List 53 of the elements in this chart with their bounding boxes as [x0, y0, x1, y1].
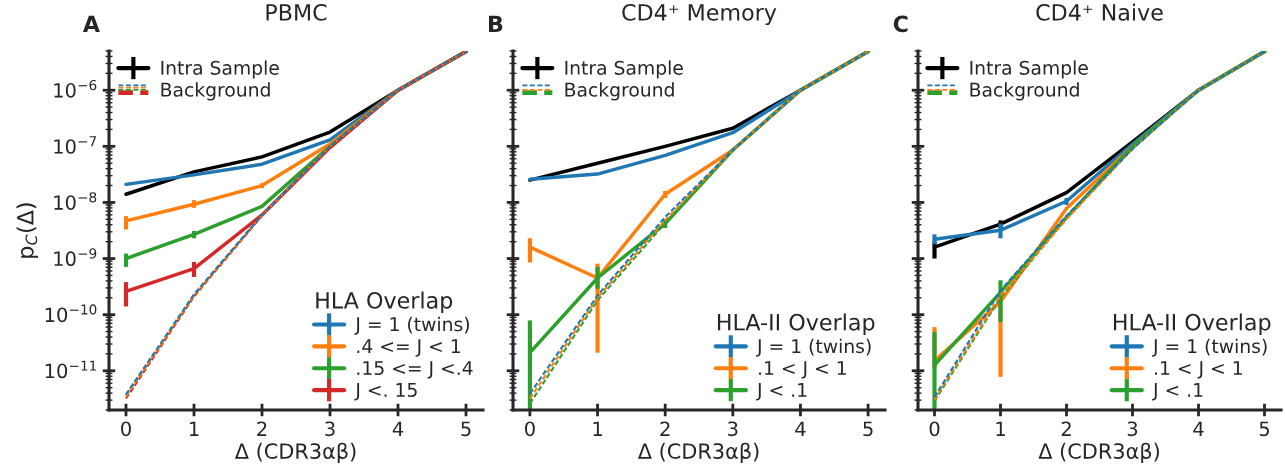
x-tick-label: 2	[660, 421, 670, 436]
y-tick-label: 10$^{−9}$	[54, 248, 97, 267]
x-tick-label: 3	[1127, 421, 1138, 437]
y-tick-label: 10$^{−7}$	[54, 136, 97, 154]
legend-label: Intra Sample	[970, 60, 1088, 79]
legend-label: .1 < J < 1	[759, 361, 846, 379]
x-tick-label: 0	[121, 421, 131, 437]
legend-title: HLA-II Overlap	[717, 313, 875, 335]
y-tick-label: 10$^{−6}$	[54, 79, 97, 98]
legend-label: Background	[161, 82, 270, 101]
x-tick-label: 1	[189, 421, 199, 436]
legend-label: J = 1 (twins)	[1152, 338, 1267, 357]
x-tick-label: 2	[1061, 421, 1071, 436]
legend-label: J = 1 (twins)	[756, 338, 871, 357]
x-tick-label: 1	[593, 421, 602, 436]
y-tick-label: 10$^{−11}$	[45, 360, 97, 379]
legend-label: Intra Sample	[161, 60, 279, 79]
x-tick-label: 4	[392, 421, 404, 436]
x-axis-title: Δ (CDR3αβ)	[1038, 442, 1159, 463]
x-tick-label: 1	[996, 421, 1005, 436]
x-tick-label: 4	[1193, 421, 1204, 436]
legend-title: HLA Overlap	[316, 291, 453, 314]
text: C	[893, 15, 908, 33]
x-tick-label: 5	[1259, 421, 1269, 437]
legend-title: HLA-II Overlap	[1113, 313, 1271, 335]
x-tick-label: 2	[257, 421, 267, 436]
x-tick-label: 5	[863, 421, 873, 437]
x-tick-label: 3	[325, 421, 335, 437]
legend-label: Background	[565, 82, 674, 101]
x-tick-label: 0	[525, 421, 535, 437]
x-tick-label: 5	[461, 421, 471, 437]
x-tick-label: 0	[929, 421, 940, 437]
y-axis-title: p$_{C}$(Δ)	[16, 203, 39, 258]
chart-title: CD4⁺ Memory	[622, 3, 777, 26]
legend-label: .15 <= J <.4	[357, 361, 473, 379]
text: A	[82, 15, 100, 32]
chart-title: PBMC	[266, 3, 327, 21]
x-tick-label: 4	[795, 421, 806, 436]
legend-label: Background	[970, 82, 1079, 101]
legend-label: Intra Sample	[565, 60, 683, 79]
legend-label: J <. 15	[354, 383, 417, 401]
legend-label: .1 < J < 1	[1155, 361, 1242, 379]
legend-label: J = 1 (twins)	[354, 316, 469, 335]
chart-title: CD4⁺ Naive	[1036, 3, 1163, 21]
y-tick-label: 10$^{−10}$	[45, 304, 97, 323]
x-tick-label: 3	[728, 421, 738, 437]
text: B	[489, 15, 503, 32]
legend-label: J < .1	[1152, 383, 1203, 401]
legend-label: J < .1	[756, 383, 807, 401]
x-axis-title: Δ (CDR3αβ)	[637, 442, 759, 463]
x-axis-title: Δ (CDR3αβ)	[234, 442, 356, 463]
legend-label: .4 <= J < 1	[357, 339, 460, 357]
y-tick-label: 10$^{−8}$	[54, 192, 97, 210]
